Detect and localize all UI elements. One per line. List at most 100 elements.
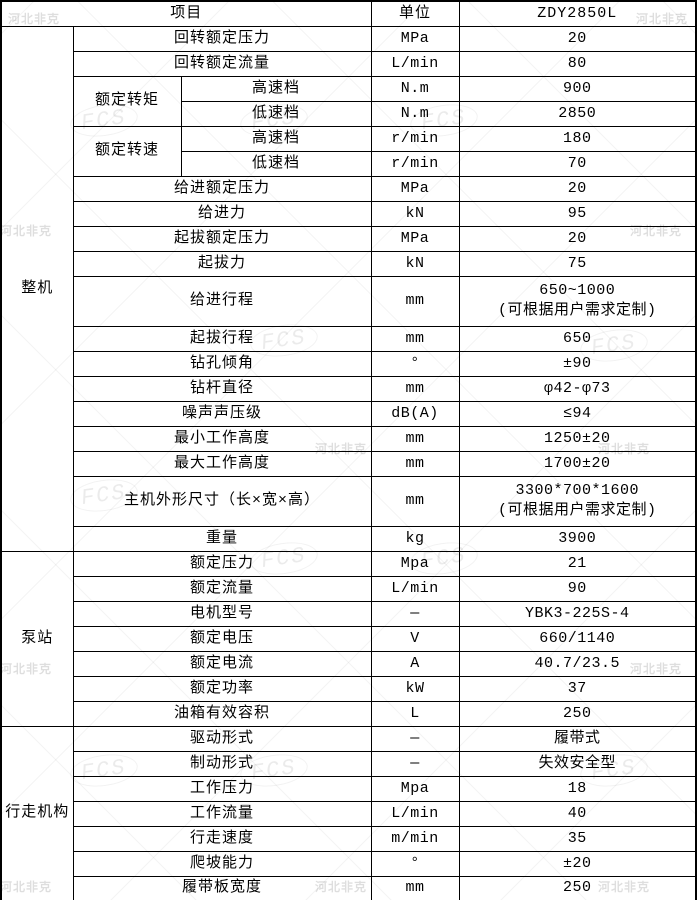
table-row: 低速档 N.m 2850 xyxy=(1,100,697,127)
item-cell: 钻杆直径 xyxy=(72,375,372,402)
table-row: 整机 回转额定压力 MPa 20 xyxy=(0,25,697,552)
value-cell: 180 xyxy=(458,125,697,152)
item-cell: 噪声声压级 xyxy=(72,400,372,427)
value-cell: 40 xyxy=(458,800,697,827)
unit-cell: mm xyxy=(370,450,460,477)
category-cell-travel-mechanism: 行走机构 xyxy=(0,725,74,900)
table-row: 工作流量 L/min 40 xyxy=(1,800,697,827)
unit-cell: — xyxy=(370,725,460,752)
item-cell: 最小工作高度 xyxy=(72,425,372,452)
value-cell: 75 xyxy=(458,250,697,277)
value-cell: 3900 xyxy=(458,525,697,552)
item-cell: 额定压力 xyxy=(72,550,372,577)
item-cell: 油箱有效容积 xyxy=(72,700,372,727)
item-cell: 回转额定压力 xyxy=(72,25,372,52)
unit-cell: MPa xyxy=(370,175,460,202)
unit-cell: L xyxy=(370,700,460,727)
value-cell: 18 xyxy=(458,775,697,802)
unit-cell: mm xyxy=(370,475,460,527)
value-cell: 37 xyxy=(458,675,697,702)
subitem-cell: 低速档 xyxy=(180,150,372,177)
table-row: 主机外形尺寸（长×宽×高） mm 3300*700*1600 (可根据用户需求定制) xyxy=(1,475,697,527)
item-cell: 履带板宽度 xyxy=(72,875,372,900)
value-cell: YBK3-225S-4 xyxy=(458,600,697,627)
table-row: 电机型号 — YBK3-225S-4 xyxy=(1,600,697,627)
unit-cell: kg xyxy=(370,525,460,552)
table-row: 制动形式 — 失效安全型 xyxy=(1,750,697,777)
unit-cell: N.m xyxy=(370,100,460,127)
table-row: 油箱有效容积 L 250 xyxy=(1,700,697,727)
item-cell: 回转额定流量 xyxy=(72,50,372,77)
unit-cell: MPa xyxy=(370,25,460,52)
item-cell: 工作流量 xyxy=(72,800,372,827)
unit-cell: Mpa xyxy=(370,775,460,802)
item-cell: 给进行程 xyxy=(72,275,372,327)
table-row: 行走机构 驱动形式 — 履带式 xyxy=(0,725,697,900)
value-cell: 20 xyxy=(458,225,697,252)
item-cell: 额定功率 xyxy=(72,675,372,702)
table-row: 履带板宽度 mm 250 xyxy=(1,875,697,900)
item-cell: 起拔行程 xyxy=(72,325,372,352)
table-row: 最小工作高度 mm 1250±20 xyxy=(1,425,697,452)
value-cell: 20 xyxy=(458,175,697,202)
header-row: 项目 单位 ZDY2850L xyxy=(0,0,697,27)
unit-cell: mm xyxy=(370,325,460,352)
unit-cell: A xyxy=(370,650,460,677)
table-row: 起拔行程 mm 650 xyxy=(1,325,697,352)
table-row: 行走速度 m/min 35 xyxy=(1,825,697,852)
table-row: 额定转矩 高速档 N.m 900 xyxy=(1,75,697,127)
table-row: 给进行程 mm 650~1000 (可根据用户需求定制) xyxy=(1,275,697,327)
value-cell: ±90 xyxy=(458,350,697,377)
table-row: 重量 kg 3900 xyxy=(1,525,697,552)
unit-cell: N.m xyxy=(370,75,460,102)
table-row: 工作压力 Mpa 18 xyxy=(1,775,697,802)
table-row: 爬坡能力 ° ±20 xyxy=(1,850,697,877)
subitem-cell: 低速档 xyxy=(180,100,372,127)
item-cell: 额定转速 xyxy=(72,125,182,177)
subitem-cell: 高速档 xyxy=(180,75,372,102)
table-row: 额定流量 L/min 90 xyxy=(1,575,697,602)
table-row: 回转额定流量 L/min 80 xyxy=(1,50,697,77)
unit-cell: MPa xyxy=(370,225,460,252)
item-cell: 额定流量 xyxy=(72,575,372,602)
item-cell: 制动形式 xyxy=(72,750,372,777)
value-cell: 21 xyxy=(458,550,697,577)
value-cell: 3300*700*1600 (可根据用户需求定制) xyxy=(458,475,697,527)
value-cell: 2850 xyxy=(458,100,697,127)
item-cell: 起拔力 xyxy=(72,250,372,277)
unit-cell: V xyxy=(370,625,460,652)
item-cell: 重量 xyxy=(72,525,372,552)
unit-cell: L/min xyxy=(370,800,460,827)
unit-cell: mm xyxy=(370,275,460,327)
item-cell: 额定电流 xyxy=(72,650,372,677)
table-row: 钻杆直径 mm φ42-φ73 xyxy=(1,375,697,402)
value-cell: 90 xyxy=(458,575,697,602)
value-cell: 失效安全型 xyxy=(458,750,697,777)
table-row: 最大工作高度 mm 1700±20 xyxy=(1,450,697,477)
value-cell: 650 xyxy=(458,325,697,352)
table-row: 起拔力 kN 75 xyxy=(1,250,697,277)
subitem-cell: 高速档 xyxy=(180,125,372,152)
item-cell: 额定转矩 xyxy=(72,75,182,127)
item-cell: 行走速度 xyxy=(72,825,372,852)
table-row: 给进力 kN 95 xyxy=(1,200,697,227)
item-cell: 给进力 xyxy=(72,200,372,227)
value-cell: 40.7/23.5 xyxy=(458,650,697,677)
item-cell: 爬坡能力 xyxy=(72,850,372,877)
value-cell: ≤94 xyxy=(458,400,697,427)
unit-cell: — xyxy=(370,750,460,777)
value-cell: 70 xyxy=(458,150,697,177)
table-row: 起拔额定压力 MPa 20 xyxy=(1,225,697,252)
table-row: 额定功率 kW 37 xyxy=(1,675,697,702)
column-header-model: ZDY2850L xyxy=(458,0,697,27)
table-row: 额定电压 V 660/1140 xyxy=(1,625,697,652)
unit-cell: mm xyxy=(370,375,460,402)
unit-cell: r/min xyxy=(370,125,460,152)
value-cell: 900 xyxy=(458,75,697,102)
unit-cell: kN xyxy=(370,200,460,227)
unit-cell: kN xyxy=(370,250,460,277)
value-cell: 250 xyxy=(458,700,697,727)
unit-cell: dB(A) xyxy=(370,400,460,427)
unit-cell: mm xyxy=(370,875,460,900)
